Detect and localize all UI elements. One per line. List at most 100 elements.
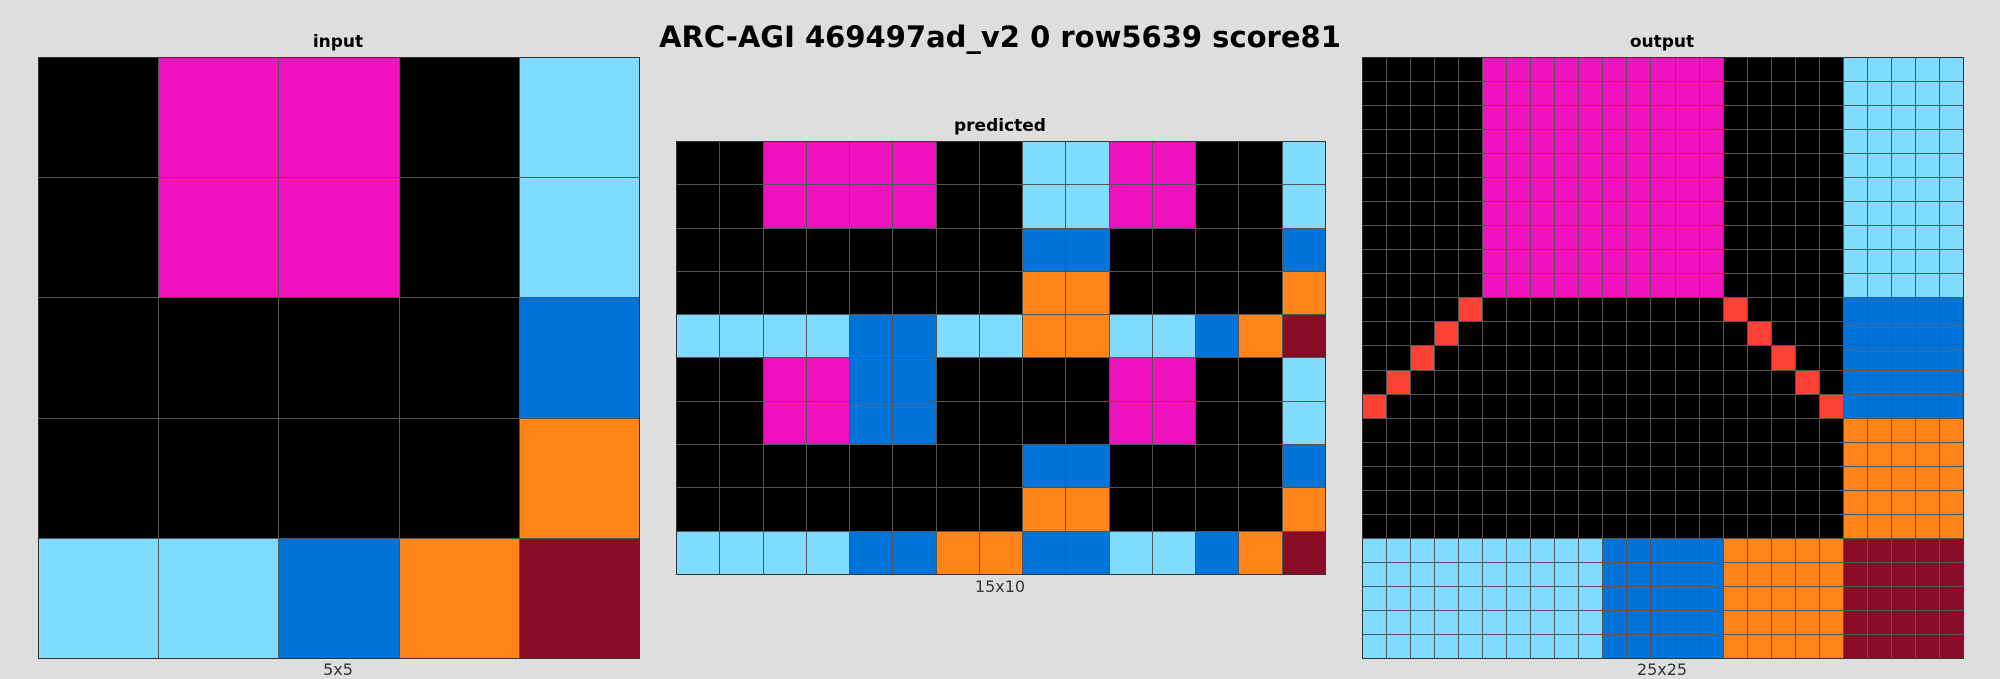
- output-cell: [1603, 418, 1627, 442]
- output-cell: [1771, 202, 1795, 226]
- output-cell: [1627, 586, 1651, 610]
- output-cell: [1555, 418, 1579, 442]
- output-cell: [1891, 274, 1915, 298]
- output-cell: [1387, 538, 1411, 562]
- predicted-cell: [893, 531, 936, 574]
- output-cell: [1771, 370, 1795, 394]
- output-cell: [1891, 106, 1915, 130]
- output-cell: [1411, 394, 1435, 418]
- input-cell: [279, 538, 399, 658]
- output-cell: [1699, 274, 1723, 298]
- output-cell: [1363, 370, 1387, 394]
- output-cell: [1483, 250, 1507, 274]
- output-cell: [1747, 82, 1771, 106]
- output-cell: [1363, 298, 1387, 322]
- output-cell: [1387, 106, 1411, 130]
- output-cell: [1627, 346, 1651, 370]
- output-cell: [1531, 370, 1555, 394]
- output-cell: [1867, 298, 1891, 322]
- output-cell: [1819, 418, 1843, 442]
- output-cell: [1507, 634, 1531, 658]
- output-cell: [1771, 178, 1795, 202]
- output-cell: [1867, 82, 1891, 106]
- output-cell: [1795, 586, 1819, 610]
- output-cell: [1675, 586, 1699, 610]
- predicted-cell: [850, 185, 893, 228]
- predicted-cell: [677, 271, 720, 315]
- input-cell: [519, 58, 639, 178]
- output-cell: [1363, 394, 1387, 418]
- output-cell: [1891, 538, 1915, 562]
- output-cell: [1483, 370, 1507, 394]
- output-cell: [1891, 250, 1915, 274]
- output-cell: [1387, 562, 1411, 586]
- output-cell: [1579, 466, 1603, 490]
- output-cell: [1531, 586, 1555, 610]
- output-cell: [1651, 250, 1675, 274]
- predicted-cell: [893, 445, 936, 488]
- input-cell: [399, 298, 519, 418]
- predicted-cell: [893, 401, 936, 445]
- output-cell: [1459, 418, 1483, 442]
- output-cell: [1843, 58, 1867, 82]
- output-cell: [1939, 418, 1963, 442]
- output-cell: [1507, 322, 1531, 346]
- predicted-cell: [1066, 401, 1109, 445]
- predicted-cell: [763, 185, 806, 228]
- output-cell: [1747, 562, 1771, 586]
- output-cell: [1459, 394, 1483, 418]
- input-cell: [39, 58, 159, 178]
- predicted-cell: [1109, 315, 1152, 358]
- output-cell: [1651, 154, 1675, 178]
- predicted-cell: [1152, 445, 1196, 488]
- predicted-cell: [1239, 358, 1282, 401]
- output-cell: [1651, 538, 1675, 562]
- output-cell: [1915, 226, 1939, 250]
- output-cell: [1627, 634, 1651, 658]
- output-cell: [1771, 490, 1795, 514]
- output-cell: [1843, 178, 1867, 202]
- output-cell: [1387, 178, 1411, 202]
- output-cell: [1699, 106, 1723, 130]
- output-cell: [1483, 322, 1507, 346]
- output-cell: [1891, 514, 1915, 538]
- predicted-cell: [850, 531, 893, 574]
- output-cell: [1411, 322, 1435, 346]
- output-cell: [1747, 490, 1771, 514]
- predicted-cell: [1152, 185, 1196, 228]
- output-cell: [1435, 346, 1459, 370]
- predicted-cell: [1196, 445, 1239, 488]
- output-cell: [1771, 250, 1795, 274]
- output-cell: [1435, 442, 1459, 466]
- predicted-cell: [979, 315, 1023, 358]
- output-cell: [1507, 538, 1531, 562]
- predicted-cell: [1109, 271, 1152, 315]
- output-cell: [1507, 442, 1531, 466]
- output-cell: [1867, 226, 1891, 250]
- output-cell: [1531, 58, 1555, 82]
- output-cell: [1891, 610, 1915, 634]
- predicted-cell: [720, 531, 763, 574]
- output-cell: [1699, 202, 1723, 226]
- output-cell: [1747, 106, 1771, 130]
- output-cell: [1363, 322, 1387, 346]
- predicted-grid: [676, 141, 1326, 575]
- output-cell: [1795, 394, 1819, 418]
- output-cell: [1723, 634, 1747, 658]
- predicted-cell: [850, 228, 893, 271]
- predicted-cell: [1023, 228, 1066, 271]
- output-cell: [1867, 346, 1891, 370]
- output-cell: [1579, 82, 1603, 106]
- predicted-cell: [1066, 445, 1109, 488]
- output-cell: [1675, 394, 1699, 418]
- output-cell: [1723, 130, 1747, 154]
- output-cell: [1723, 274, 1747, 298]
- output-cell: [1411, 178, 1435, 202]
- predicted-cell: [806, 315, 850, 358]
- predicted-cell: [720, 185, 763, 228]
- output-cell: [1699, 130, 1723, 154]
- output-cell: [1411, 514, 1435, 538]
- output-cell: [1747, 538, 1771, 562]
- predicted-cell: [806, 142, 850, 185]
- output-cell: [1699, 250, 1723, 274]
